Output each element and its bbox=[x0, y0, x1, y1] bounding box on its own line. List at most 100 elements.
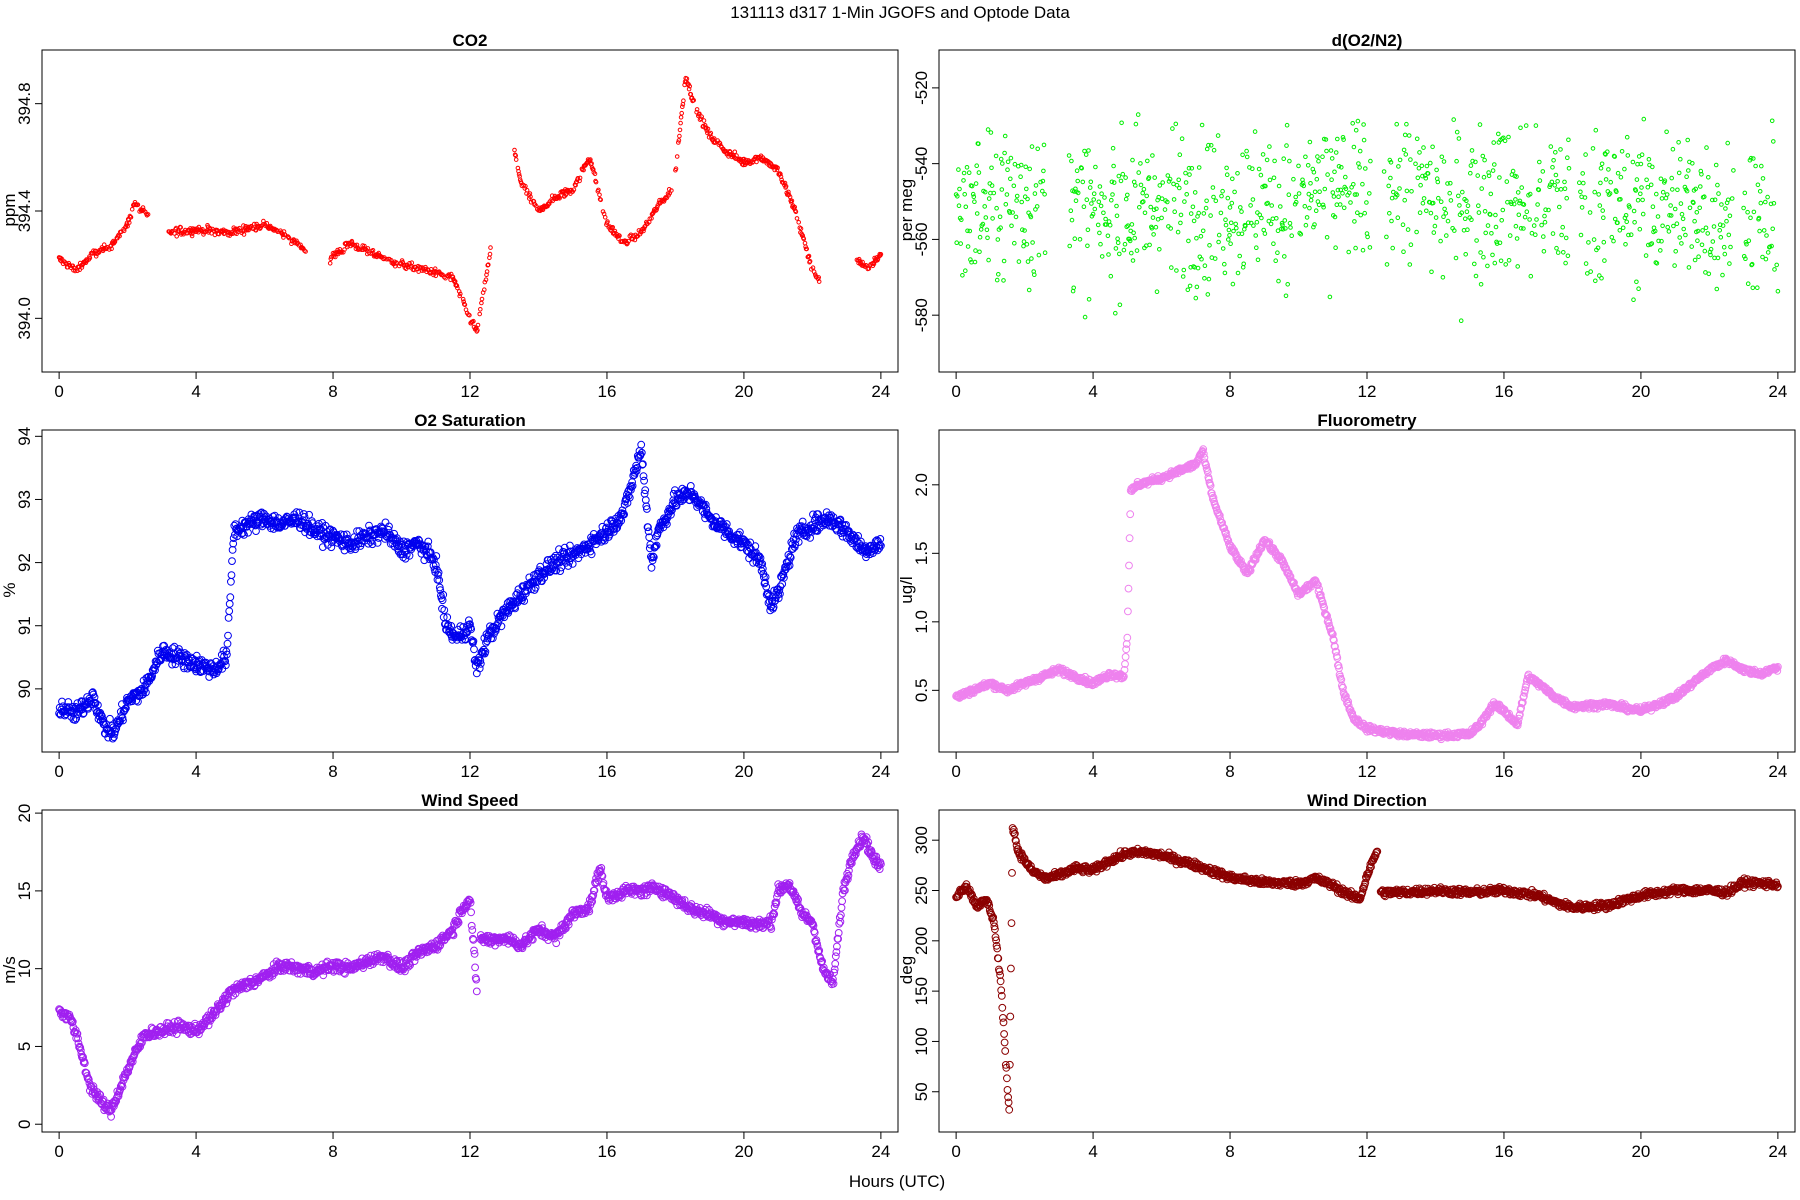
data-point bbox=[961, 178, 966, 183]
data-point bbox=[1099, 191, 1104, 196]
data-point bbox=[1361, 137, 1367, 143]
panel-title: CO2 bbox=[453, 31, 488, 50]
data-point bbox=[968, 257, 973, 262]
data-point bbox=[804, 246, 810, 252]
data-point bbox=[1211, 147, 1217, 153]
data-point bbox=[1760, 176, 1766, 181]
data-point bbox=[647, 563, 656, 572]
data-point bbox=[1775, 288, 1781, 294]
data-point bbox=[1201, 211, 1207, 216]
data-point bbox=[1034, 204, 1040, 209]
data-point bbox=[225, 607, 234, 615]
y-tick-label: -540 bbox=[912, 147, 931, 181]
data-point bbox=[1658, 248, 1663, 253]
data-point bbox=[1539, 222, 1544, 228]
data-point bbox=[1687, 205, 1693, 211]
data-point bbox=[1478, 250, 1483, 255]
data-point bbox=[466, 620, 474, 628]
data-point bbox=[1025, 196, 1030, 202]
data-point bbox=[1125, 561, 1133, 570]
data-point bbox=[1611, 238, 1616, 244]
data-point bbox=[1504, 179, 1510, 184]
data-point bbox=[1179, 136, 1185, 141]
data-point bbox=[642, 224, 647, 229]
data-point bbox=[1408, 242, 1414, 247]
data-point bbox=[1478, 282, 1484, 287]
data-point bbox=[1320, 202, 1326, 208]
data-point bbox=[1406, 133, 1412, 138]
data-point bbox=[455, 285, 460, 291]
data-point bbox=[617, 233, 622, 239]
data-point bbox=[1246, 220, 1251, 225]
data-point bbox=[1404, 121, 1409, 127]
data-point bbox=[1222, 261, 1227, 267]
data-point bbox=[1348, 200, 1353, 205]
data-point bbox=[342, 247, 347, 252]
data-point bbox=[687, 83, 693, 89]
data-point bbox=[1691, 200, 1696, 206]
data-point bbox=[1636, 286, 1641, 292]
data-point bbox=[982, 204, 988, 209]
data-point bbox=[1465, 203, 1471, 208]
data-point bbox=[434, 568, 443, 577]
data-point bbox=[571, 187, 577, 192]
data-point bbox=[1494, 241, 1500, 246]
data-point bbox=[1564, 195, 1569, 201]
data-point bbox=[798, 226, 804, 231]
data-point bbox=[1686, 265, 1692, 270]
data-point bbox=[1493, 224, 1499, 230]
data-point bbox=[1000, 161, 1005, 166]
data-point bbox=[1503, 262, 1508, 267]
data-point bbox=[94, 701, 102, 709]
data-point bbox=[684, 76, 690, 81]
data-point bbox=[524, 187, 530, 193]
data-point bbox=[1459, 210, 1464, 215]
data-point bbox=[1262, 231, 1268, 236]
data-point bbox=[977, 234, 983, 240]
data-point bbox=[478, 307, 483, 312]
data-point bbox=[129, 207, 135, 212]
data-point bbox=[726, 152, 732, 157]
data-point bbox=[955, 194, 960, 199]
data-point bbox=[1482, 157, 1487, 163]
data-point bbox=[1401, 249, 1406, 254]
data-point bbox=[1012, 161, 1018, 167]
data-point bbox=[73, 699, 82, 707]
data-point bbox=[589, 161, 594, 166]
data-point bbox=[1127, 238, 1133, 244]
data-point bbox=[1040, 188, 1045, 194]
data-point bbox=[1634, 177, 1640, 182]
data-point bbox=[1118, 178, 1124, 184]
data-point bbox=[1515, 190, 1521, 195]
data-point bbox=[1032, 272, 1037, 278]
data-point bbox=[1490, 252, 1495, 258]
x-tick-label: 24 bbox=[871, 382, 890, 401]
data-point bbox=[1649, 241, 1655, 246]
data-point bbox=[88, 689, 97, 697]
data-point bbox=[1084, 197, 1090, 202]
data-point bbox=[140, 684, 149, 693]
data-point bbox=[1643, 253, 1649, 258]
data-point bbox=[1150, 153, 1155, 158]
data-point bbox=[1305, 163, 1311, 168]
data-point bbox=[487, 251, 493, 257]
data-point bbox=[483, 277, 489, 283]
data-point bbox=[1324, 148, 1329, 154]
data-point bbox=[1268, 221, 1274, 227]
data-point bbox=[216, 659, 225, 668]
data-point bbox=[1271, 241, 1276, 246]
data-point bbox=[1018, 174, 1023, 179]
data-point bbox=[472, 669, 481, 678]
data-point bbox=[1354, 192, 1359, 197]
data-point bbox=[1772, 267, 1777, 272]
data-point bbox=[476, 659, 485, 668]
data-point bbox=[1146, 175, 1152, 180]
data-point bbox=[1559, 232, 1564, 238]
data-point bbox=[72, 268, 78, 274]
data-point bbox=[680, 102, 686, 107]
data-point bbox=[991, 190, 997, 196]
data-point bbox=[774, 167, 780, 173]
data-point bbox=[982, 189, 988, 195]
